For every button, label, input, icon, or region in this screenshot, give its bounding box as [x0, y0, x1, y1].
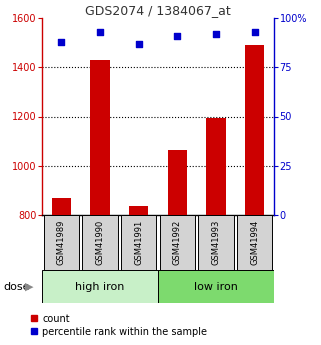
Text: high iron: high iron	[75, 282, 125, 292]
Bar	[82, 215, 118, 270]
Bar	[198, 215, 234, 270]
Point	[252, 29, 257, 34]
Bar	[245, 45, 264, 215]
Text: GSM41994: GSM41994	[250, 220, 259, 265]
Bar	[158, 270, 274, 303]
Bar	[52, 198, 71, 215]
Point	[59, 39, 64, 45]
Text: ▶: ▶	[25, 282, 33, 292]
Text: low iron: low iron	[194, 282, 238, 292]
Legend: count, percentile rank within the sample: count, percentile rank within the sample	[30, 314, 207, 337]
Text: dose: dose	[3, 282, 30, 292]
Bar	[121, 215, 156, 270]
Bar	[206, 118, 226, 215]
Bar	[42, 270, 158, 303]
Text: GSM41989: GSM41989	[57, 220, 66, 265]
Text: GSM41991: GSM41991	[134, 220, 143, 265]
Text: GSM41990: GSM41990	[96, 220, 105, 265]
Bar	[237, 215, 273, 270]
Bar	[168, 150, 187, 215]
Text: GSM41992: GSM41992	[173, 220, 182, 265]
Point	[213, 31, 219, 37]
Bar	[44, 215, 79, 270]
Title: GDS2074 / 1384067_at: GDS2074 / 1384067_at	[85, 4, 231, 17]
Point	[98, 29, 103, 34]
Point	[136, 41, 141, 46]
Bar	[129, 206, 148, 215]
Bar	[90, 60, 110, 215]
Text: GSM41993: GSM41993	[212, 220, 221, 265]
Point	[175, 33, 180, 39]
Bar	[160, 215, 195, 270]
